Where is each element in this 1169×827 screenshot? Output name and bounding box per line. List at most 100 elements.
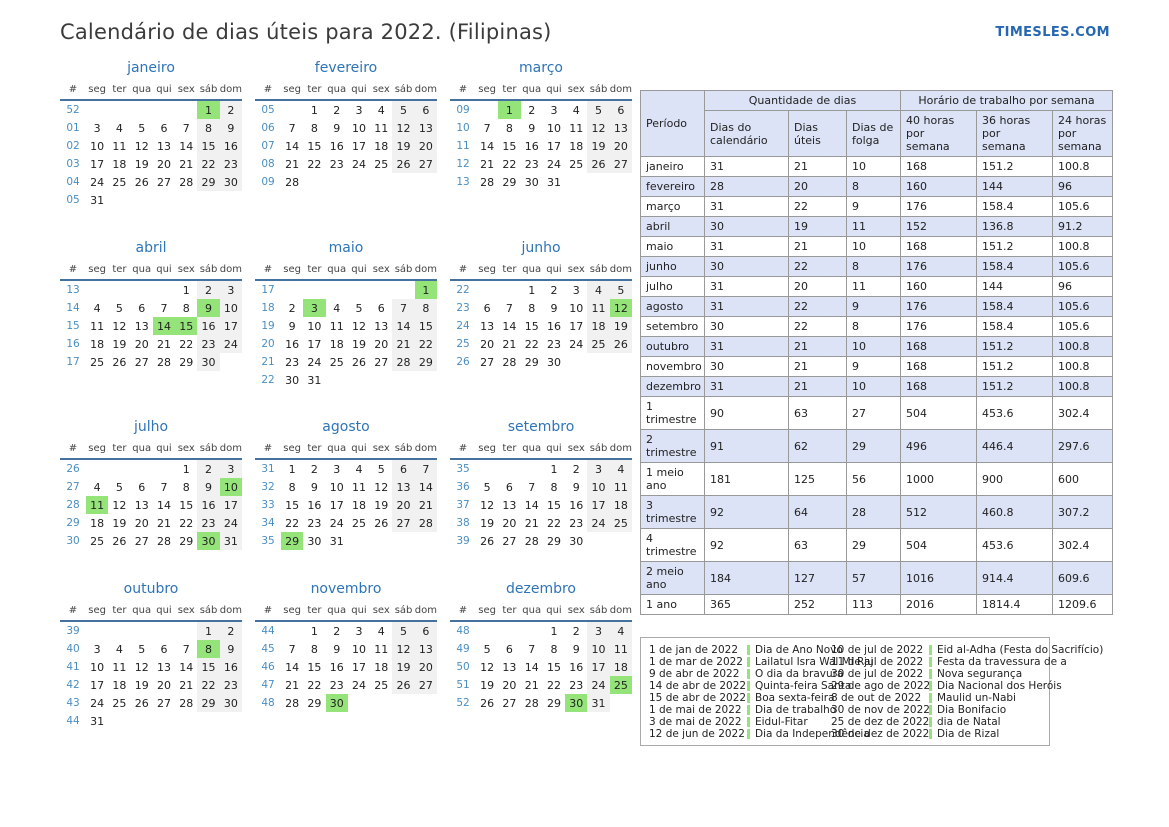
day-cell: 26 — [392, 675, 415, 694]
week-number-cell: 03 — [66, 158, 80, 170]
day-cell: 5 — [587, 100, 610, 119]
day-cell: 29 — [197, 693, 220, 712]
day-cell: 20 — [502, 517, 517, 530]
value-cell: 22 — [788, 196, 847, 217]
day-col-header: sex — [565, 441, 588, 460]
empty-day-cell — [86, 459, 108, 478]
day-col-header: ter — [498, 261, 521, 281]
value-cell: 30 — [704, 256, 789, 277]
day-header-row: # seg ter qua qui sex sáb dom — [60, 441, 242, 460]
day-cell: 29 — [414, 352, 437, 371]
holiday-date: 25 de dez de 2022 — [831, 716, 930, 728]
day-cell: 25 — [90, 535, 105, 548]
week-number-cell: 46 — [261, 660, 275, 673]
day-col-header: sáb — [197, 82, 220, 101]
day-col-header: sex — [175, 82, 198, 101]
week-row: 38 19 20 21 22 23 24 25 — [450, 514, 632, 532]
day-cell: 17 — [587, 657, 610, 676]
week-number-cell: 26 — [456, 355, 470, 368]
day-cell: 28 — [502, 355, 517, 369]
period-cell: 1 trimestre — [640, 396, 705, 430]
day-cell: 22 — [502, 158, 517, 171]
week-number-cell: 44 — [261, 624, 275, 637]
day-cell: 11 — [609, 639, 632, 658]
stats-row: 3 trimestre 92 64 28 512 460.8 307.2 — [640, 495, 1114, 529]
day-cell: 22 — [179, 337, 194, 351]
day-cell: 3 — [93, 122, 101, 135]
day-cell: 14 — [502, 319, 517, 333]
week-number-cell: 23 — [456, 301, 470, 314]
day-cell: 9 — [219, 119, 242, 137]
week-col-header: # — [450, 261, 476, 281]
holiday-marker — [929, 645, 932, 655]
day-col-header: sáb — [197, 602, 220, 622]
holiday-marker — [929, 705, 932, 715]
day-cell: 27 — [480, 355, 495, 369]
day-cell: 16 — [329, 660, 344, 674]
empty-day-cell — [498, 459, 520, 478]
day-cell: 15 — [524, 319, 539, 333]
day-cell: 5 — [115, 481, 123, 494]
week-row: 08 21 22 23 24 25 26 27 — [255, 155, 437, 173]
month-julho: julho # seg ter qua qui sex sáb dom 26 1 2 3 27 4 5 6 7 8 9… — [60, 419, 242, 550]
day-cell: 17 — [329, 499, 344, 512]
day-header-row: # seg ter qua qui sex sáb dom — [450, 261, 632, 281]
week-number-cell: 39 — [66, 624, 80, 637]
site-link[interactable]: TIMESLES.COM — [995, 24, 1110, 40]
holiday-day-cell: 30 — [197, 532, 220, 550]
stats-row: fevereiro 28 20 8 160 144 96 — [640, 176, 1114, 197]
week-row: 37 12 13 14 15 16 17 18 — [450, 496, 632, 514]
day-cell: 29 — [502, 176, 517, 189]
value-cell: 31 — [704, 156, 789, 177]
day-col-header: qua — [520, 602, 543, 622]
day-cell: 8 — [528, 301, 536, 315]
day-cell: 12 — [392, 639, 415, 658]
legend-entry: 30 de dez de 2022 Dia de Rizal — [831, 728, 1103, 740]
week-col-header: # — [255, 602, 281, 622]
empty-day-cell — [220, 191, 242, 209]
day-cell: 24 — [219, 334, 242, 353]
day-cell: 8 — [550, 481, 558, 494]
value-cell: 9 — [846, 296, 901, 317]
day-cell: 18 — [374, 660, 389, 674]
day-col-header: sex — [565, 82, 588, 101]
day-cell: 28 — [524, 535, 539, 548]
holiday-name: Dia Bonifacio — [937, 704, 1007, 716]
value-cell: 10 — [846, 376, 901, 397]
holiday-name: Dia da Independência — [755, 728, 870, 740]
day-col-header: qua — [520, 441, 543, 460]
holiday-marker — [747, 717, 750, 727]
day-header-row: # seg ter qua qui sex sáb dom — [60, 602, 242, 622]
day-cell: 15 — [502, 140, 517, 153]
hours-group-header: Horário de trabalho por semana — [899, 90, 1114, 111]
value-cell: 28 — [846, 495, 901, 529]
empty-day-cell — [415, 532, 437, 550]
day-cell: 29 — [197, 173, 220, 191]
day-cell: 21 — [285, 158, 300, 171]
empty-day-cell — [610, 532, 632, 550]
day-cell: 15 — [414, 316, 437, 335]
day-col-header: qua — [130, 82, 153, 101]
day-cell: 31 — [587, 693, 610, 712]
value-cell: 1000 — [900, 462, 977, 496]
week-row: 01 3 4 5 6 7 8 9 — [60, 119, 242, 137]
day-cell: 3 — [333, 463, 341, 476]
day-cell: 16 — [197, 316, 220, 335]
day-cell: 5 — [392, 620, 415, 640]
day-col-header: qua — [130, 261, 153, 281]
empty-day-cell — [565, 353, 587, 371]
stats-row: 4 trimestre 92 63 29 504 453.6 302.4 — [640, 528, 1114, 562]
empty-day-cell — [131, 712, 153, 730]
week-row: 29 18 19 20 21 22 23 24 — [60, 514, 242, 532]
value-cell: 31 — [704, 196, 789, 217]
holiday-name: Dia de trabalho — [755, 704, 837, 716]
day-col-header: dom — [414, 602, 437, 622]
day-cell: 8 — [182, 481, 190, 494]
day-cell: 28 — [179, 696, 194, 710]
day-col-header: qui — [542, 602, 566, 622]
day-cell: 19 — [392, 137, 415, 155]
day-cell: 6 — [609, 100, 632, 119]
value-cell: 20 — [788, 276, 847, 297]
holiday-day-cell: 15 — [175, 316, 198, 335]
day-cell: 27 — [502, 535, 517, 548]
